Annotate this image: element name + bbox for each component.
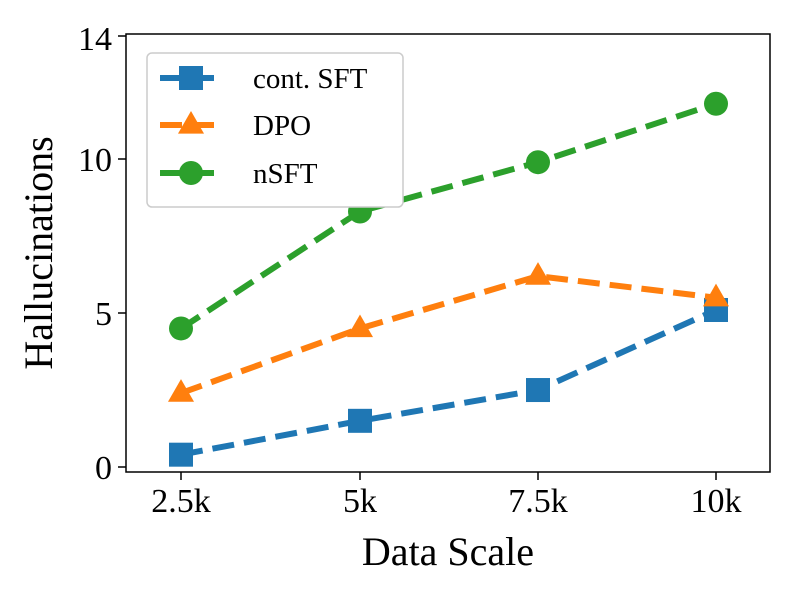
legend-swatches xyxy=(160,66,223,185)
data-point-nsft xyxy=(526,150,550,175)
y-axis: 0 5 10 14 xyxy=(78,21,126,487)
series-line-cont-sft xyxy=(180,307,718,458)
data-point-cont-sft xyxy=(526,378,550,403)
data-point-nsft xyxy=(169,316,193,341)
series-line-nsft xyxy=(179,100,717,331)
legend-box xyxy=(146,52,404,208)
data-point-cont-sft xyxy=(348,408,372,433)
legend-label-nsft: nSFT xyxy=(253,158,318,190)
x-tick-label: 5k xyxy=(343,483,377,520)
y-tick-label: 14 xyxy=(78,21,112,58)
x-tick-label: 2.5k xyxy=(151,483,211,520)
series-layer xyxy=(167,91,730,467)
y-tick-label: 0 xyxy=(95,450,112,487)
y-tick-label: 10 xyxy=(78,142,112,179)
data-point-dpo xyxy=(702,283,730,307)
y-tick-label: 5 xyxy=(95,296,112,333)
data-point-dpo xyxy=(167,379,195,402)
y-axis-title: Hallucinations xyxy=(16,136,61,369)
legend-swatch-marker-nsft xyxy=(179,161,203,185)
legend-swatch-marker-dpo xyxy=(177,111,205,134)
data-point-dpo xyxy=(346,314,374,338)
data-point-cont-sft xyxy=(169,442,193,467)
x-tick-label: 10k xyxy=(691,483,742,520)
x-axis: 2.5k 5k 7.5k 10k xyxy=(151,472,742,520)
legend-swatch-marker-cont-sft xyxy=(179,66,203,90)
legend-label-cont-sft: cont. SFT xyxy=(253,63,368,95)
legend-label-dpo: DPO xyxy=(253,110,311,142)
legend: cont. SFT DPO nSFT xyxy=(146,52,404,208)
plot-frame xyxy=(125,33,771,473)
x-axis-title: Data Scale xyxy=(362,529,534,574)
data-point-dpo xyxy=(524,262,552,285)
x-tick-label: 7.5k xyxy=(508,483,568,520)
series-line-dpo xyxy=(179,273,717,396)
data-point-nsft xyxy=(704,91,728,116)
